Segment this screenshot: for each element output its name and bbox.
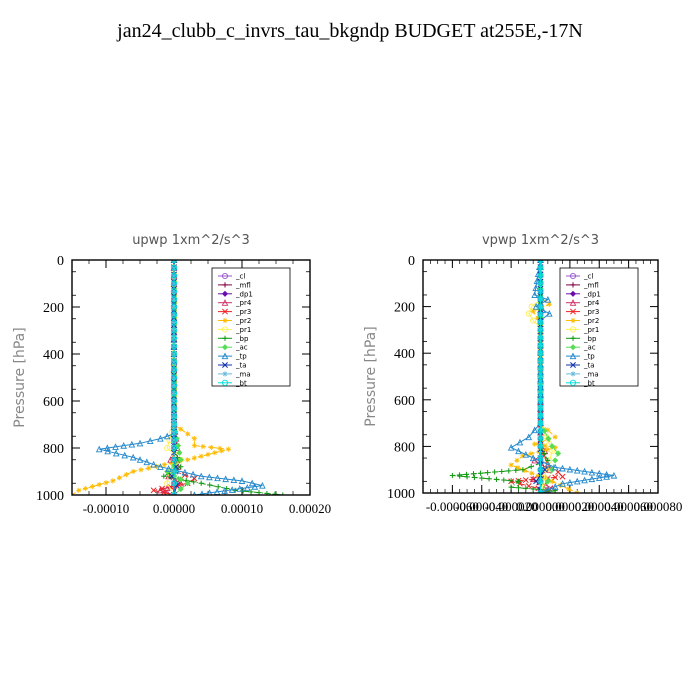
- y-tick-label: 600: [394, 394, 415, 409]
- legend-label: _ta: [583, 362, 595, 370]
- legend-item: _pr1: [566, 326, 599, 334]
- plot-frame: [422, 259, 659, 494]
- panel-title: vpwp 1xm^2/s^3: [482, 233, 599, 248]
- y-tick-label: 0: [408, 254, 415, 269]
- x-tick-label: 0.000000: [516, 499, 565, 514]
- legend-item: _ac: [566, 344, 596, 352]
- legend-label: _pr1: [583, 326, 599, 334]
- y-tick-label: 200: [394, 301, 415, 316]
- legend-label: _ma: [235, 370, 251, 378]
- legend-item: _pr1: [218, 326, 251, 334]
- y-tick-label: 800: [43, 442, 64, 457]
- legend-item: _dp1: [566, 290, 601, 298]
- legend-label: _pr4: [235, 299, 252, 307]
- legend-item: _mfl: [218, 281, 251, 289]
- legend-item: _bt: [218, 379, 247, 387]
- chart-panel-1: upwp 1xm^2/s^3 Pressure [hPa] 0 200 400 600 80…: [12, 233, 331, 516]
- legend-label: _pr3: [235, 308, 251, 316]
- y-tick-label: 200: [43, 301, 64, 316]
- x-tick-label: 0.000040: [575, 499, 624, 514]
- legend-item: _pr4: [218, 299, 252, 307]
- legend-item: _tp: [218, 352, 247, 361]
- series-group: [72, 260, 286, 495]
- legend-item: _bp: [218, 335, 249, 343]
- legend-label: _mfl: [583, 281, 599, 289]
- legend-label: _pr2: [235, 317, 251, 325]
- x-tick-label: 0.000080: [634, 499, 683, 514]
- legend-label: _pr3: [583, 308, 599, 316]
- series-markers-bt: [537, 260, 544, 493]
- x-tick-label: -0.000060: [426, 499, 479, 514]
- legend-label: _bp: [583, 335, 597, 343]
- y-tick-label: 1000: [387, 487, 415, 502]
- legend-label: _pr2: [583, 317, 599, 325]
- legend-item: _cl: [566, 273, 593, 281]
- legend-item: _bt: [566, 379, 595, 387]
- legend-label: _bp: [235, 335, 249, 343]
- legend-label: _ac: [235, 344, 248, 352]
- x-tick-label: 0.000020: [546, 499, 595, 514]
- legend-item: _tp: [566, 352, 595, 361]
- legend-item: _pr2: [218, 317, 251, 325]
- legend-label: _dp1: [235, 290, 253, 298]
- legend-item: _ta: [566, 362, 595, 370]
- x-tick-label: -0.00010: [83, 501, 130, 516]
- legend-label: _ma: [583, 370, 599, 378]
- legend-item: _pr2: [566, 317, 599, 325]
- y-tick-label: 800: [394, 440, 415, 455]
- y-tick-label: 400: [43, 348, 64, 363]
- x-tick-label: 0.00010: [221, 501, 263, 516]
- legend-item: _ta: [218, 362, 247, 370]
- y-tick-label: 1000: [36, 489, 64, 504]
- x-tick-label: 0.00000: [153, 501, 195, 516]
- legend: _cl_mfl_dp1_pr4_pr3_pr2_pr1_bp_ac_tp_ta_…: [559, 267, 639, 387]
- legend-item: _dp1: [218, 290, 253, 298]
- legend-label: _cl: [583, 273, 593, 281]
- legend-item: _ma: [566, 370, 599, 378]
- x-tick-label: 0.000060: [604, 499, 653, 514]
- legend-label: _pr4: [583, 299, 600, 307]
- legend-item: _pr3: [566, 308, 599, 316]
- legend-item: _pr3: [218, 308, 251, 316]
- y-axis-label: Pressure [hPa]: [12, 327, 28, 427]
- x-tick-label: -0.000020: [485, 499, 538, 514]
- legend-label: _bt: [235, 379, 247, 387]
- y-tick-label: 0: [57, 254, 64, 269]
- plot-frame: [71, 259, 311, 496]
- series-line-tp: [99, 260, 263, 495]
- x-tick-label: -0.000040: [455, 499, 508, 514]
- legend-label: _dp1: [583, 290, 601, 298]
- legend-item: _pr4: [566, 299, 600, 307]
- y-axis-label: Pressure [hPa]: [363, 326, 379, 426]
- legend-item: _cl: [218, 273, 245, 281]
- panel-title: upwp 1xm^2/s^3: [132, 233, 250, 248]
- legend-label: _cl: [235, 273, 245, 281]
- legend-label: _ac: [583, 344, 596, 352]
- legend-label: _bt: [583, 379, 595, 387]
- legend-label: _ta: [235, 362, 247, 370]
- chart-panel-2: vpwp 1xm^2/s^3 Pressure [hPa] 0 200 400 600 80…: [363, 233, 682, 514]
- legend-label: _mfl: [235, 281, 251, 289]
- legend-label: _pr1: [235, 326, 251, 334]
- legend-label: _tp: [235, 353, 247, 361]
- legend-label: _tp: [583, 353, 595, 361]
- legend-item: _bp: [566, 335, 597, 343]
- y-tick-label: 400: [394, 347, 415, 362]
- x-tick-label: 0.00020: [289, 501, 331, 516]
- legend-item: _mfl: [566, 281, 599, 289]
- series-line-ta: [171, 260, 178, 495]
- series-markers-pr2: [72, 260, 231, 495]
- series-line-pr2: [72, 260, 229, 495]
- legend: _cl_mfl_dp1_pr4_pr3_pr2_pr1_bp_ac_tp_ta_…: [211, 267, 291, 387]
- y-tick-label: 600: [43, 395, 64, 410]
- legend-item: _ac: [218, 344, 248, 352]
- figure-title: jan24_clubb_c_invrs_tau_bkgndp BUDGET at…: [117, 20, 583, 42]
- legend-item: _ma: [218, 370, 251, 378]
- series-group: [449, 260, 618, 493]
